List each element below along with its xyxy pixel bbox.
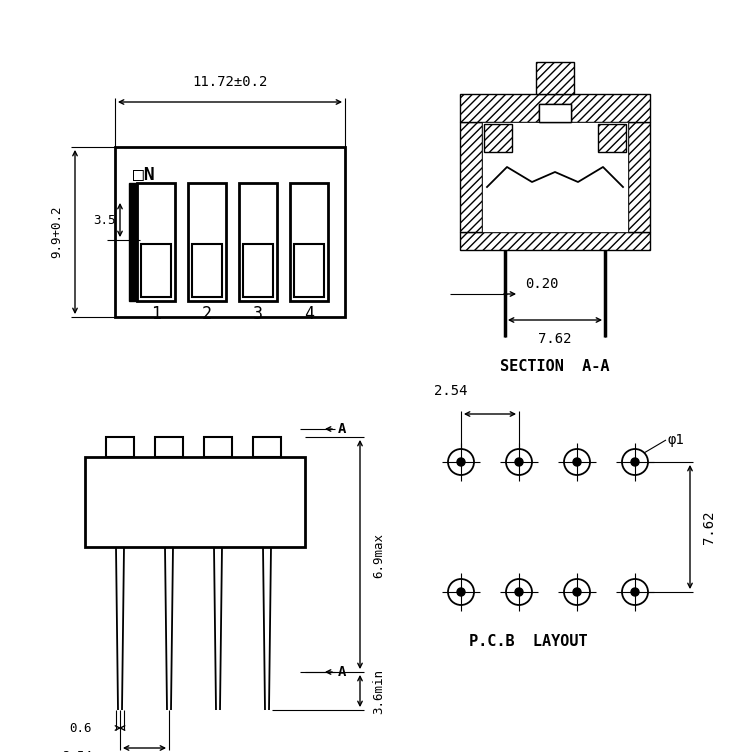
Text: 7.62: 7.62 bbox=[702, 511, 716, 544]
Text: 4: 4 bbox=[304, 305, 314, 323]
Text: 2: 2 bbox=[202, 305, 212, 323]
Bar bbox=[536, 62, 574, 94]
Bar bbox=[192, 244, 222, 297]
Circle shape bbox=[631, 458, 639, 466]
Bar bbox=[253, 437, 281, 457]
Text: 0.6: 0.6 bbox=[70, 721, 92, 735]
Circle shape bbox=[515, 458, 523, 466]
Bar bbox=[188, 183, 226, 301]
Text: 1: 1 bbox=[151, 305, 161, 323]
Text: 0.20: 0.20 bbox=[525, 277, 559, 291]
Bar bbox=[598, 124, 626, 152]
Bar bbox=[460, 94, 650, 122]
Circle shape bbox=[515, 588, 523, 596]
Bar bbox=[628, 122, 650, 232]
Text: 11.72±0.2: 11.72±0.2 bbox=[192, 75, 268, 89]
Bar bbox=[243, 244, 273, 297]
Bar bbox=[141, 244, 171, 297]
Bar bbox=[482, 122, 628, 232]
Circle shape bbox=[457, 458, 465, 466]
Bar bbox=[85, 457, 305, 547]
Bar bbox=[204, 437, 232, 457]
Bar bbox=[290, 183, 328, 301]
Bar bbox=[539, 104, 571, 122]
Circle shape bbox=[573, 458, 581, 466]
Text: 3.5: 3.5 bbox=[94, 214, 116, 226]
Bar bbox=[239, 183, 277, 301]
Text: φ1: φ1 bbox=[668, 433, 685, 447]
Text: 2.54: 2.54 bbox=[62, 750, 92, 752]
Text: P.C.B  LAYOUT: P.C.B LAYOUT bbox=[469, 635, 587, 650]
Bar bbox=[155, 437, 183, 457]
Circle shape bbox=[457, 588, 465, 596]
Bar bbox=[115, 147, 345, 317]
Text: A: A bbox=[338, 665, 346, 679]
Text: 6.9max: 6.9max bbox=[372, 532, 385, 578]
Text: 3: 3 bbox=[253, 305, 263, 323]
Bar bbox=[484, 124, 512, 152]
Text: □N: □N bbox=[133, 166, 154, 184]
Bar bbox=[294, 244, 324, 297]
Bar bbox=[539, 104, 571, 122]
Bar bbox=[460, 232, 650, 250]
Text: A: A bbox=[338, 422, 346, 436]
Text: 2.54: 2.54 bbox=[434, 384, 468, 398]
Circle shape bbox=[573, 588, 581, 596]
Bar bbox=[460, 122, 482, 232]
Text: 3.6min: 3.6min bbox=[372, 669, 385, 714]
Bar bbox=[106, 437, 134, 457]
Text: SECTION  A-A: SECTION A-A bbox=[500, 359, 610, 374]
Bar bbox=[137, 183, 175, 301]
Circle shape bbox=[631, 588, 639, 596]
Bar bbox=[129, 183, 137, 301]
Text: 9.9+0.2: 9.9+0.2 bbox=[50, 206, 64, 258]
Text: 7.62: 7.62 bbox=[538, 332, 572, 346]
